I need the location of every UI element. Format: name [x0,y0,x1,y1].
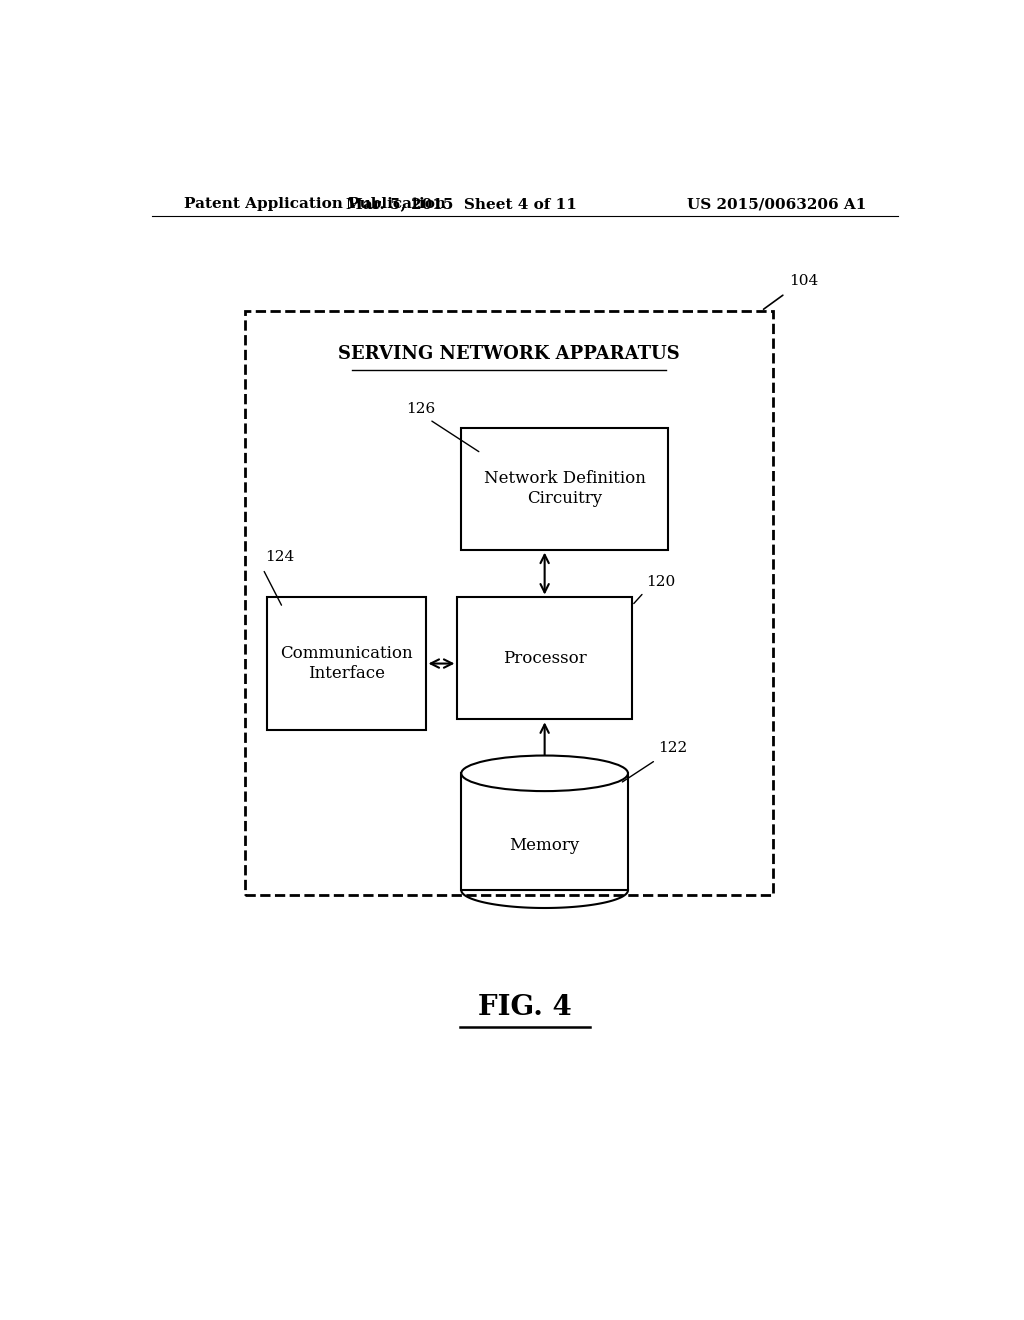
Text: FIG. 4: FIG. 4 [478,994,571,1020]
Text: 124: 124 [265,550,295,564]
Text: 122: 122 [658,741,687,755]
Bar [461,428,668,549]
Bar [462,774,628,890]
Ellipse shape [462,755,628,791]
Text: Network Definition
Circuitry: Network Definition Circuitry [483,470,645,507]
Bar [267,598,426,730]
Bar [458,598,632,719]
Text: Communication
Interface: Communication Interface [280,645,413,682]
Bar [246,312,773,895]
Text: Mar. 5, 2015  Sheet 4 of 11: Mar. 5, 2015 Sheet 4 of 11 [346,197,577,211]
Text: 120: 120 [646,576,676,589]
Text: Patent Application Publication: Patent Application Publication [183,197,445,211]
Text: Processor: Processor [503,649,587,667]
Text: SERVING NETWORK APPARATUS: SERVING NETWORK APPARATUS [339,345,680,363]
Text: 104: 104 [790,275,818,289]
Text: US 2015/0063206 A1: US 2015/0063206 A1 [687,197,866,211]
Text: 126: 126 [406,401,435,416]
Text: Memory: Memory [510,837,580,854]
